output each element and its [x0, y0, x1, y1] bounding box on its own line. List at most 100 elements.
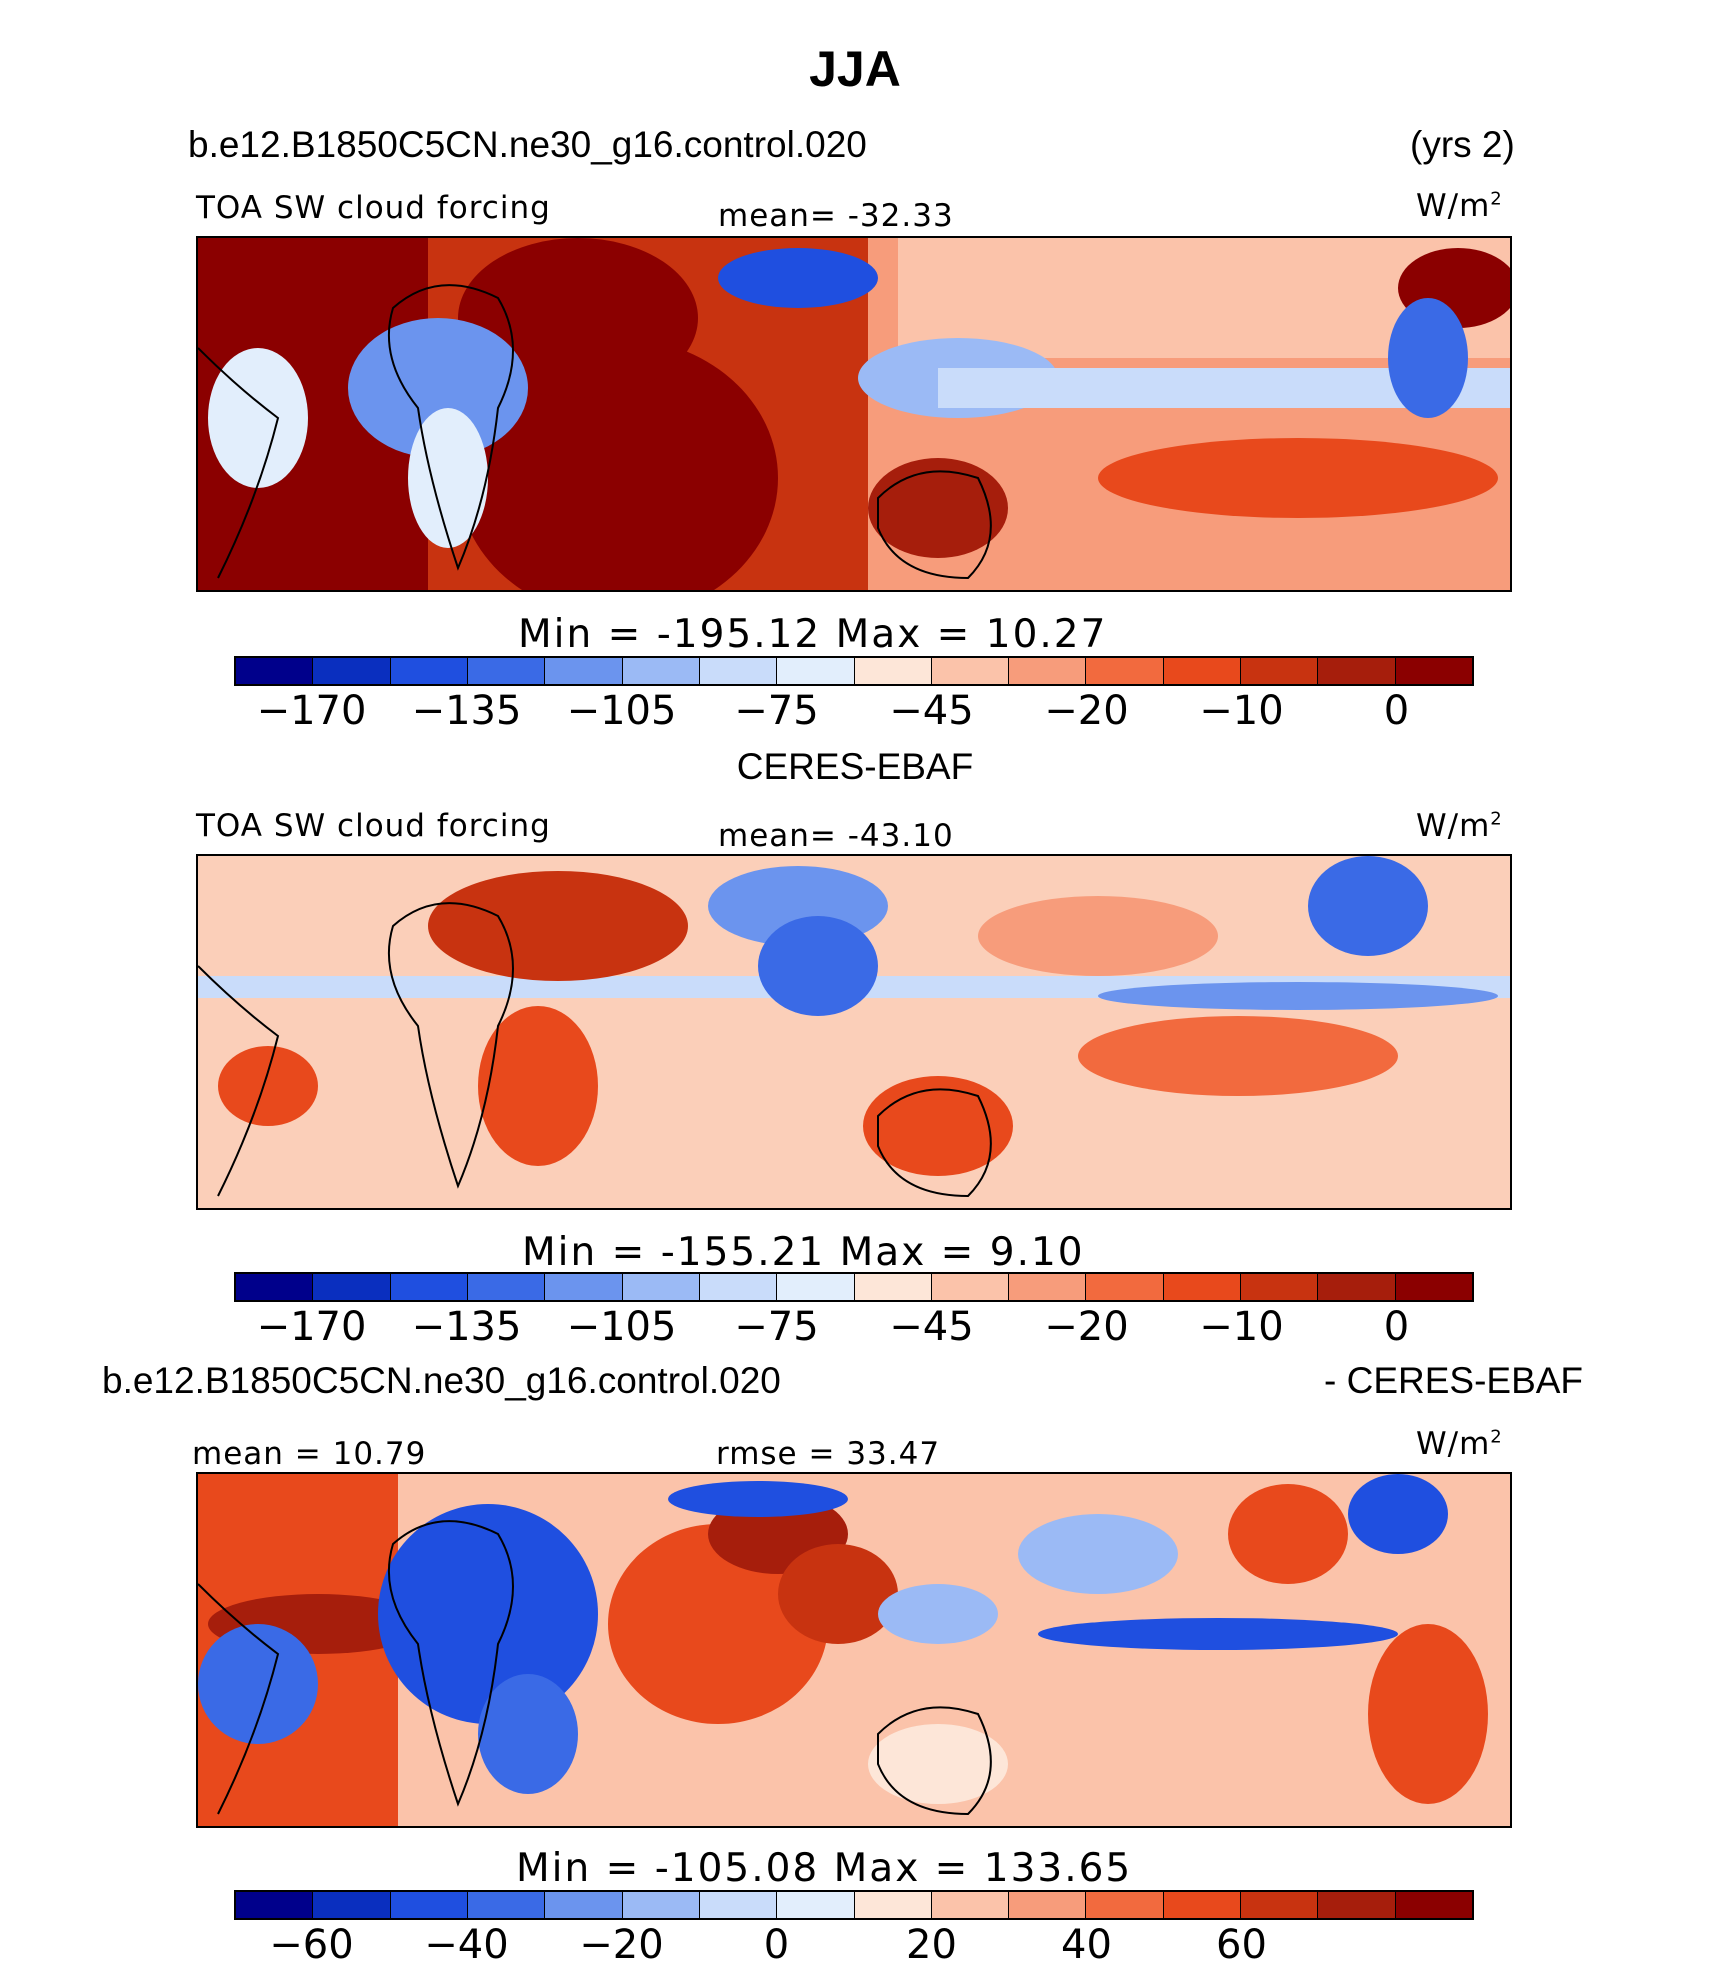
panel1-se-pacific	[1098, 438, 1498, 518]
diff-obs-name: - CERES-EBAF	[1324, 1360, 1584, 1401]
diff-case-name: b.e12.B1850C5CN.ne30_g16.control.020	[102, 1360, 781, 1401]
colorbar-tick-label: −75	[734, 1304, 819, 1350]
colorbar-box	[545, 658, 623, 684]
colorbar-box	[313, 1274, 391, 1300]
case-name: b.e12.B1850C5CN.ne30_g16.control.020	[188, 124, 867, 165]
colorbar-box	[467, 658, 546, 684]
colorbar-box	[545, 1274, 623, 1300]
colorbar-box	[467, 1892, 546, 1918]
panel3-north-america	[1348, 1474, 1448, 1554]
colorbar-tick-label: −40	[424, 1922, 509, 1968]
colorbar-box	[777, 658, 855, 684]
colorbar-box	[699, 1274, 778, 1300]
colorbar-tick-label: −20	[1044, 1304, 1129, 1350]
colorbar-tick-label: −60	[269, 1922, 354, 1968]
panel3-africa	[378, 1504, 598, 1724]
colorbar-box	[1395, 658, 1472, 684]
colorbar-tick-label: −20	[579, 1922, 664, 1968]
panel2-mean: mean= -43.10	[718, 818, 954, 854]
panel1-south-america-coastline	[198, 347, 280, 579]
panel3-colorbar	[234, 1890, 1474, 1920]
colorbar-box	[699, 1892, 778, 1918]
panel2-map	[196, 854, 1512, 1210]
panel1-map	[196, 236, 1512, 592]
panel2-north-pacific	[978, 896, 1218, 976]
colorbar-tick-label: 0	[1383, 1304, 1410, 1350]
panel1-africa-south	[408, 408, 488, 548]
colorbar-box	[236, 658, 314, 684]
panel1-africa-coastline	[387, 284, 514, 571]
panel1-mean: mean= -32.33	[718, 198, 954, 234]
colorbar-box	[1395, 1892, 1472, 1918]
colorbar-box	[1163, 1274, 1242, 1300]
panel3-minmax: Min = -105.08 Max = 133.65	[516, 1846, 1133, 1891]
colorbar-tick-label: 40	[1061, 1922, 1112, 1968]
colorbar-tick-label: 60	[1216, 1922, 1267, 1968]
panel1-south-america	[208, 348, 308, 488]
colorbar-box	[1086, 1892, 1164, 1918]
panel2-south-america-coastline	[198, 965, 280, 1197]
colorbar-box	[1241, 1274, 1319, 1300]
colorbar-box	[931, 1892, 1010, 1918]
colorbar-tick-label: 20	[906, 1922, 957, 1968]
colorbar-box	[1395, 1274, 1472, 1300]
colorbar-box	[854, 1274, 932, 1300]
years-label: (yrs 2)	[1410, 124, 1515, 165]
colorbar-box	[236, 1892, 314, 1918]
panel2-units: W/m2	[1416, 808, 1503, 844]
colorbar-box	[1086, 658, 1164, 684]
panel1-field-label: TOA SW cloud forcing	[196, 190, 551, 226]
colorbar-box	[777, 1274, 855, 1300]
panel3-africa-coastline	[387, 1520, 514, 1807]
colorbar-box	[854, 658, 932, 684]
colorbar-box	[467, 1274, 546, 1300]
colorbar-tick-label: −10	[1199, 688, 1284, 734]
panel3-himalaya	[668, 1481, 848, 1517]
colorbar-box	[1009, 1892, 1087, 1918]
panel2-field-label: TOA SW cloud forcing	[196, 808, 551, 844]
panel3-map	[196, 1472, 1512, 1828]
panel2-africa-coastline	[387, 902, 514, 1189]
colorbar-tick-label: −135	[411, 1304, 522, 1350]
colorbar-box	[1318, 1274, 1396, 1300]
colorbar-box	[931, 658, 1010, 684]
panel1-colorbar	[234, 656, 1474, 686]
colorbar-tick-label: −45	[889, 1304, 974, 1350]
obs-name: CERES-EBAF	[736, 746, 974, 787]
panel3-rmse: rmse = 33.47	[716, 1436, 941, 1472]
colorbar-box	[390, 1274, 468, 1300]
colorbar-tick-label: 0	[1383, 688, 1410, 734]
colorbar-tick-label: −170	[256, 1304, 367, 1350]
colorbar-box	[622, 1274, 700, 1300]
colorbar-tick-label: −105	[566, 1304, 677, 1350]
panel2-minmax: Min = -155.21 Max = 9.10	[522, 1230, 1085, 1275]
colorbar-box	[854, 1892, 932, 1918]
colorbar-tick-label: 0	[763, 1922, 790, 1968]
colorbar-box	[622, 658, 700, 684]
panel3-indian-ocean	[608, 1524, 828, 1724]
colorbar-box	[313, 1892, 391, 1918]
colorbar-box	[1163, 1892, 1242, 1918]
colorbar-box	[931, 1274, 1010, 1300]
colorbar-box	[1241, 1892, 1319, 1918]
colorbar-tick-label: −45	[889, 688, 974, 734]
panel3-se-pacific	[1368, 1624, 1488, 1804]
panel3-ne-pacific	[1228, 1484, 1348, 1584]
colorbar-box	[1009, 1274, 1087, 1300]
colorbar-tick-label: −135	[411, 688, 522, 734]
panel3-australia-coastline	[877, 1706, 992, 1816]
colorbar-box	[545, 1892, 623, 1918]
panel1-africa-convection	[348, 318, 528, 458]
panel1-australia	[868, 458, 1008, 558]
panel2-se-pacific	[1078, 1016, 1398, 1096]
panel2-bay-of-bengal	[758, 916, 878, 1016]
colorbar-box	[1241, 658, 1319, 684]
panel1-australia-coastline	[877, 470, 992, 580]
colorbar-box	[699, 658, 778, 684]
panel2-pacific-itcz	[1098, 982, 1498, 1010]
colorbar-box	[313, 658, 391, 684]
panel3-south-america-coastline	[198, 1583, 280, 1815]
panel1-india-monsoon	[718, 248, 878, 308]
panel3-africa-south	[478, 1674, 578, 1794]
panel1-minmax: Min = -195.12 Max = 10.27	[518, 612, 1108, 657]
